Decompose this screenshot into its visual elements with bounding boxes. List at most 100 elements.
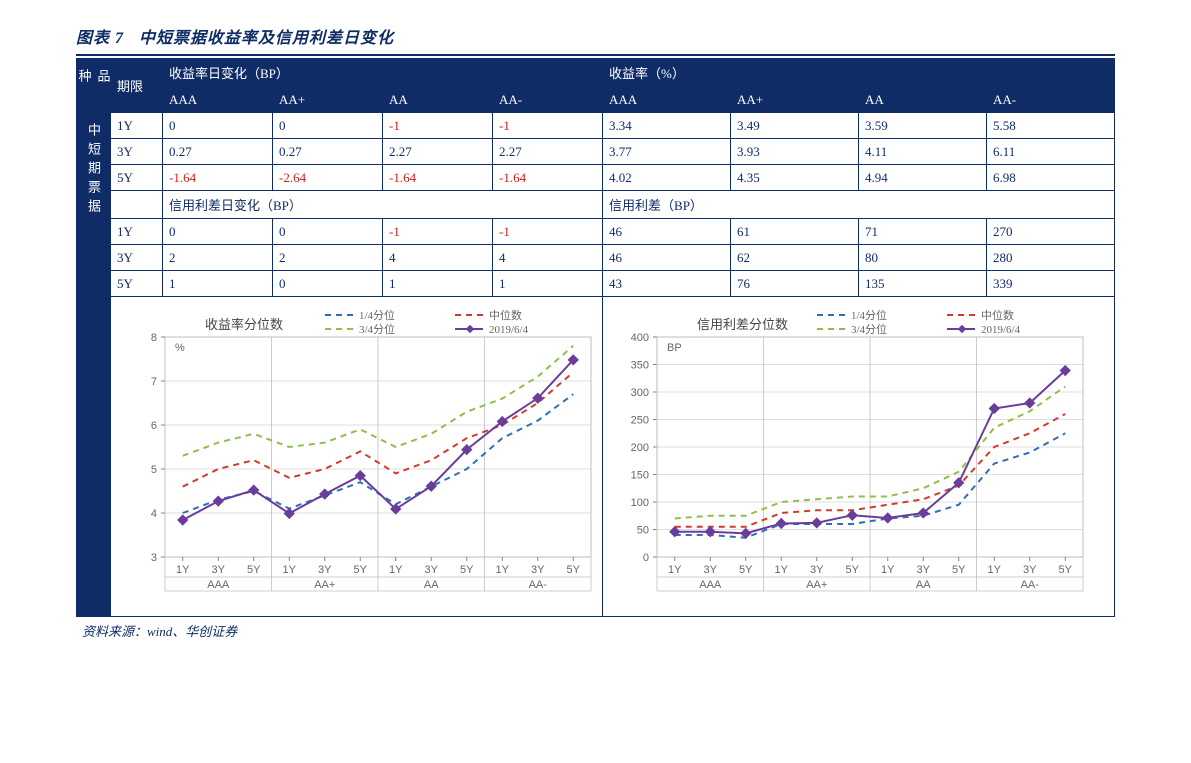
svg-text:AAA: AAA (699, 579, 722, 591)
rating-col: AA (383, 87, 493, 113)
cell: 280 (987, 245, 1115, 271)
svg-text:5: 5 (151, 464, 157, 476)
cell: -1 (383, 219, 493, 245)
cell: 46 (603, 245, 731, 271)
svg-text:5Y: 5Y (354, 564, 368, 576)
svg-text:AA-: AA- (529, 579, 548, 591)
svg-text:1/4分位: 1/4分位 (851, 308, 887, 322)
svg-text:150: 150 (631, 470, 649, 482)
cell: 3.77 (603, 139, 731, 165)
source-text: 资料来源：wind、华创证券 (76, 617, 1115, 640)
rating-col: AAA (603, 87, 731, 113)
cell: 2.27 (383, 139, 493, 165)
chart-right-cell: 0501001502002503003504001Y3Y5Y1Y3Y5Y1Y3Y… (603, 297, 1115, 617)
rating-col: AAA (163, 87, 273, 113)
svg-text:2019/6/4: 2019/6/4 (489, 324, 529, 336)
cell: 3.93 (731, 139, 859, 165)
svg-text:1Y: 1Y (668, 564, 682, 576)
cell: 80 (859, 245, 987, 271)
hdr-yield: 收益率（%） (603, 59, 1115, 87)
cell: 0 (273, 271, 383, 297)
cell: 71 (859, 219, 987, 245)
col-term: 期限 (111, 59, 163, 113)
svg-text:AA-: AA- (1021, 579, 1040, 591)
svg-text:250: 250 (631, 415, 649, 427)
rating-col: AA- (493, 87, 603, 113)
title-prefix: 图表 7 (76, 30, 124, 47)
svg-text:BP: BP (667, 342, 682, 354)
cell: -2.64 (273, 165, 383, 191)
cell: 2 (273, 245, 383, 271)
cell: -1.64 (383, 165, 493, 191)
hdr-spread-change: 信用利差日变化（BP） (163, 191, 603, 219)
svg-text:1Y: 1Y (881, 564, 895, 576)
svg-text:3Y: 3Y (425, 564, 439, 576)
cell: 4.02 (603, 165, 731, 191)
cell: -1.64 (493, 165, 603, 191)
svg-text:400: 400 (631, 332, 649, 344)
term: 5Y (111, 271, 163, 297)
svg-text:1/4分位: 1/4分位 (359, 308, 395, 322)
svg-text:0: 0 (643, 552, 649, 564)
cell: 6.98 (987, 165, 1115, 191)
svg-text:350: 350 (631, 360, 649, 372)
svg-text:3/4分位: 3/4分位 (851, 322, 887, 336)
svg-text:5Y: 5Y (739, 564, 753, 576)
svg-text:3Y: 3Y (917, 564, 931, 576)
svg-text:收益率分位数: 收益率分位数 (205, 317, 283, 332)
cell: 339 (987, 271, 1115, 297)
cell: 61 (731, 219, 859, 245)
svg-text:AAA: AAA (207, 579, 230, 591)
svg-text:中位数: 中位数 (981, 308, 1014, 322)
svg-text:1Y: 1Y (176, 564, 190, 576)
term: 1Y (111, 219, 163, 245)
rating-col: AA (859, 87, 987, 113)
rating-col: AA+ (273, 87, 383, 113)
cell: -1.64 (163, 165, 273, 191)
blank (111, 191, 163, 219)
svg-text:5Y: 5Y (247, 564, 261, 576)
cell: 4.35 (731, 165, 859, 191)
svg-text:300: 300 (631, 387, 649, 399)
chart-title: 图表 7 中短票据收益率及信用利差日变化 (76, 24, 1115, 56)
svg-text:3Y: 3Y (810, 564, 824, 576)
cell: 4.94 (859, 165, 987, 191)
svg-text:AA+: AA+ (314, 579, 335, 591)
svg-text:4: 4 (151, 508, 157, 520)
cell: 4 (383, 245, 493, 271)
svg-text:5Y: 5Y (1059, 564, 1073, 576)
svg-text:1Y: 1Y (389, 564, 403, 576)
term: 5Y (111, 165, 163, 191)
svg-text:%: % (175, 342, 185, 354)
svg-text:8: 8 (151, 332, 157, 344)
svg-text:3Y: 3Y (704, 564, 718, 576)
svg-text:200: 200 (631, 442, 649, 454)
cell: 0 (163, 113, 273, 139)
col-variety: 品种 (77, 59, 111, 113)
cell: 46 (603, 219, 731, 245)
svg-text:1Y: 1Y (496, 564, 510, 576)
cell: 0.27 (273, 139, 383, 165)
hdr-yield-change: 收益率日变化（BP） (163, 59, 603, 87)
svg-text:5Y: 5Y (567, 564, 581, 576)
term: 1Y (111, 113, 163, 139)
svg-text:5Y: 5Y (952, 564, 966, 576)
title-text: 中短票据收益率及信用利差日变化 (139, 30, 394, 47)
cell: 1 (163, 271, 273, 297)
cell: 4 (493, 245, 603, 271)
svg-text:5Y: 5Y (846, 564, 860, 576)
svg-text:3Y: 3Y (1023, 564, 1037, 576)
rating-col: AA- (987, 87, 1115, 113)
term: 3Y (111, 245, 163, 271)
cell: -1 (493, 219, 603, 245)
hdr-spread: 信用利差（BP） (603, 191, 1115, 219)
svg-text:50: 50 (637, 525, 649, 537)
main-table: 品种 期限 收益率日变化（BP） 收益率（%） AAAAA+AAAA-AAAAA… (76, 58, 1115, 617)
page: 图表 7 中短票据收益率及信用利差日变化 品种 期限 收益率日变化（BP） 收益… (0, 0, 1191, 763)
cell: 0 (273, 113, 383, 139)
svg-text:信用利差分位数: 信用利差分位数 (697, 317, 788, 332)
svg-text:6: 6 (151, 420, 157, 432)
cell: 0.27 (163, 139, 273, 165)
cell: 135 (859, 271, 987, 297)
cell: 2.27 (493, 139, 603, 165)
